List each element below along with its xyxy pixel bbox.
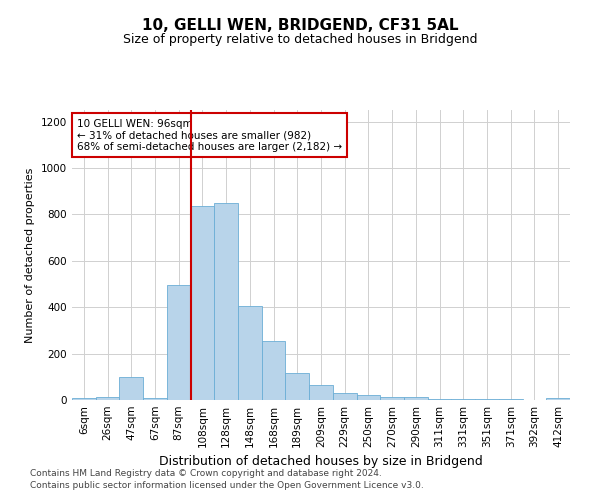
Text: Size of property relative to detached houses in Bridgend: Size of property relative to detached ho… <box>123 32 477 46</box>
X-axis label: Distribution of detached houses by size in Bridgend: Distribution of detached houses by size … <box>159 456 483 468</box>
Bar <box>451 399 475 400</box>
Bar <box>96 397 119 400</box>
Bar <box>499 399 523 400</box>
Bar <box>72 398 96 400</box>
Bar <box>356 396 380 400</box>
Bar <box>286 374 309 400</box>
Text: 10 GELLI WEN: 96sqm
← 31% of detached houses are smaller (982)
68% of semi-detac: 10 GELLI WEN: 96sqm ← 31% of detached ho… <box>77 118 342 152</box>
Bar <box>143 398 167 400</box>
Bar <box>238 306 262 400</box>
Bar <box>404 396 428 400</box>
Bar <box>191 206 214 400</box>
Bar <box>119 377 143 400</box>
Y-axis label: Number of detached properties: Number of detached properties <box>25 168 35 342</box>
Bar <box>167 285 191 400</box>
Bar <box>475 399 499 400</box>
Bar <box>309 385 333 400</box>
Bar <box>214 203 238 400</box>
Bar <box>333 393 356 400</box>
Text: Contains public sector information licensed under the Open Government Licence v3: Contains public sector information licen… <box>30 481 424 490</box>
Text: 10, GELLI WEN, BRIDGEND, CF31 5AL: 10, GELLI WEN, BRIDGEND, CF31 5AL <box>142 18 458 32</box>
Text: Contains HM Land Registry data © Crown copyright and database right 2024.: Contains HM Land Registry data © Crown c… <box>30 468 382 477</box>
Bar <box>428 399 451 400</box>
Bar <box>262 341 286 400</box>
Bar <box>546 398 570 400</box>
Bar <box>380 396 404 400</box>
